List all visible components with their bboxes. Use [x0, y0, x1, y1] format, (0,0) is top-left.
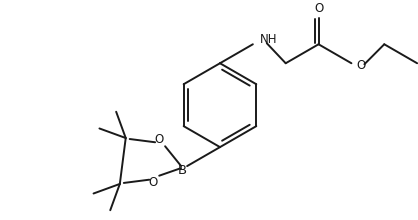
Text: NH: NH	[260, 33, 277, 46]
Text: O: O	[149, 176, 158, 189]
Text: O: O	[314, 2, 323, 15]
Text: O: O	[155, 133, 164, 146]
Text: O: O	[357, 59, 366, 72]
Text: B: B	[178, 164, 187, 177]
